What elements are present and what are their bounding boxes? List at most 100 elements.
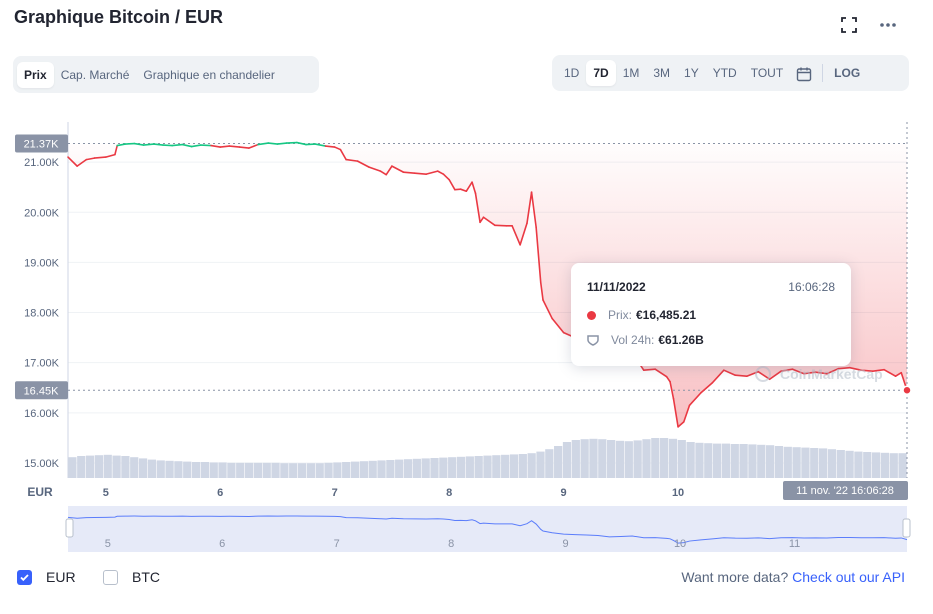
- volume-bar: [854, 451, 863, 478]
- checkbox-checked-icon[interactable]: [17, 569, 32, 585]
- tooltip-time: 16:06:28: [788, 280, 835, 294]
- x-tick-label: 8: [446, 487, 452, 499]
- volume-bar: [713, 443, 722, 478]
- price-line-segment: [474, 192, 481, 224]
- price-line-segment: [76, 158, 88, 167]
- price-line-segment: [257, 142, 270, 146]
- range-3m[interactable]: 3M: [653, 66, 671, 80]
- tab-market-cap[interactable]: Cap. Marché: [60, 67, 130, 82]
- navigator-background: [68, 506, 907, 552]
- price-line-segment: [67, 156, 78, 167]
- volume-bar: [138, 458, 148, 478]
- tooltip-price-row: Prix: €16,485.21: [587, 308, 696, 322]
- volume-shield-icon: [587, 335, 599, 346]
- watermark-logo-icon: [755, 366, 771, 382]
- volume-bar: [518, 454, 527, 478]
- y-tick-label: 19.00K: [24, 257, 60, 269]
- high-value-badge: 21.37K: [24, 139, 60, 151]
- volume-bar: [704, 443, 713, 478]
- price-line-segment: [162, 144, 173, 147]
- price-line-segment: [780, 368, 794, 373]
- volume-bar: [156, 460, 165, 478]
- volume-bar: [509, 454, 519, 478]
- volume-bar: [695, 442, 704, 478]
- price-line-segment: [665, 375, 671, 383]
- volume-bar: [130, 457, 139, 478]
- navigator-tick-label: 7: [334, 538, 340, 550]
- navigator-tick-label: 11: [789, 538, 800, 550]
- price-line-segment: [276, 142, 288, 145]
- volume-bar: [112, 455, 121, 478]
- price-line-segment: [114, 144, 119, 156]
- price-line-segment: [199, 144, 212, 147]
- price-line-segment: [324, 145, 336, 148]
- volume-bar: [898, 453, 907, 478]
- price-point: [902, 385, 912, 396]
- price-line-segment: [314, 143, 327, 147]
- price-line-segment: [883, 368, 897, 378]
- price-line-segment: [683, 404, 691, 423]
- volume-bar: [651, 438, 660, 478]
- price-line-segment: [826, 367, 840, 375]
- more-options-icon[interactable]: [877, 14, 899, 36]
- price-line-segment: [228, 145, 241, 148]
- volume-bar: [280, 463, 289, 478]
- range-ytd[interactable]: YTD: [712, 66, 737, 80]
- volume-bar: [589, 438, 598, 478]
- x-tick-label: 5: [103, 487, 109, 499]
- volume-bar: [121, 456, 130, 478]
- volume-bar: [739, 444, 748, 478]
- volume-bar: [333, 462, 342, 478]
- api-link[interactable]: Check out our API: [792, 569, 905, 585]
- y-tick-label: 16.00K: [24, 408, 60, 420]
- volume-bar: [342, 462, 351, 478]
- volume-bar: [492, 455, 501, 478]
- price-line-segment: [642, 368, 656, 371]
- price-line-segment: [448, 178, 456, 191]
- range-all[interactable]: TOUT: [750, 66, 784, 80]
- range-1y[interactable]: 1Y: [684, 66, 699, 80]
- tooltip-volume-value: €61.26B: [658, 333, 704, 347]
- watermark-text: CoinMarketCap: [780, 366, 883, 382]
- volume-bar: [748, 444, 757, 478]
- volume-bar: [642, 439, 651, 478]
- navigator-tick-label: 10: [674, 538, 686, 550]
- volume-bar: [783, 446, 792, 478]
- price-line-segment: [333, 146, 342, 151]
- volume-bar: [350, 461, 360, 478]
- log-scale-button[interactable]: LOG: [834, 66, 861, 80]
- navigator-right-handle: [902, 518, 911, 538]
- tab-candlestick[interactable]: Graphique en chandelier: [143, 67, 275, 82]
- currency-btc-toggle[interactable]: BTC: [103, 569, 160, 585]
- volume-bar: [403, 459, 413, 478]
- volume-bar: [660, 438, 669, 478]
- x-tick-label: 10: [672, 487, 684, 499]
- calendar-icon: [796, 67, 812, 82]
- price-line-segment: [368, 166, 382, 172]
- chart-tooltip: 11/11/2022 16:06:28 Prix: €16,485.21 Vol…: [571, 263, 851, 366]
- price-line-segment: [190, 144, 202, 148]
- range-7d[interactable]: 7D: [586, 60, 616, 86]
- currency-eur-toggle[interactable]: EUR: [17, 569, 76, 585]
- volume-bar: [209, 462, 218, 478]
- volume-bar: [94, 455, 104, 478]
- navigator-left-handle: [65, 518, 74, 538]
- range-1d[interactable]: 1D: [564, 66, 580, 80]
- volume-bar: [227, 462, 236, 478]
- checkbox-unchecked-icon[interactable]: [103, 569, 118, 585]
- date-range-button[interactable]: [790, 60, 818, 86]
- volume-bar: [765, 445, 775, 478]
- volume-bar: [871, 452, 881, 478]
- volume-bar: [262, 462, 271, 478]
- volume-bar: [677, 440, 686, 478]
- tab-price[interactable]: Prix: [17, 61, 54, 88]
- volume-bar: [421, 458, 430, 478]
- volume-bar: [474, 456, 483, 478]
- price-line-segment: [414, 172, 428, 175]
- price-line-segment: [837, 366, 851, 370]
- fullscreen-icon[interactable]: [838, 14, 860, 36]
- price-line-segment: [471, 181, 477, 194]
- range-1m[interactable]: 1M: [622, 66, 640, 80]
- volume-bar: [792, 447, 801, 478]
- navigator-tick-label: 8: [448, 538, 454, 550]
